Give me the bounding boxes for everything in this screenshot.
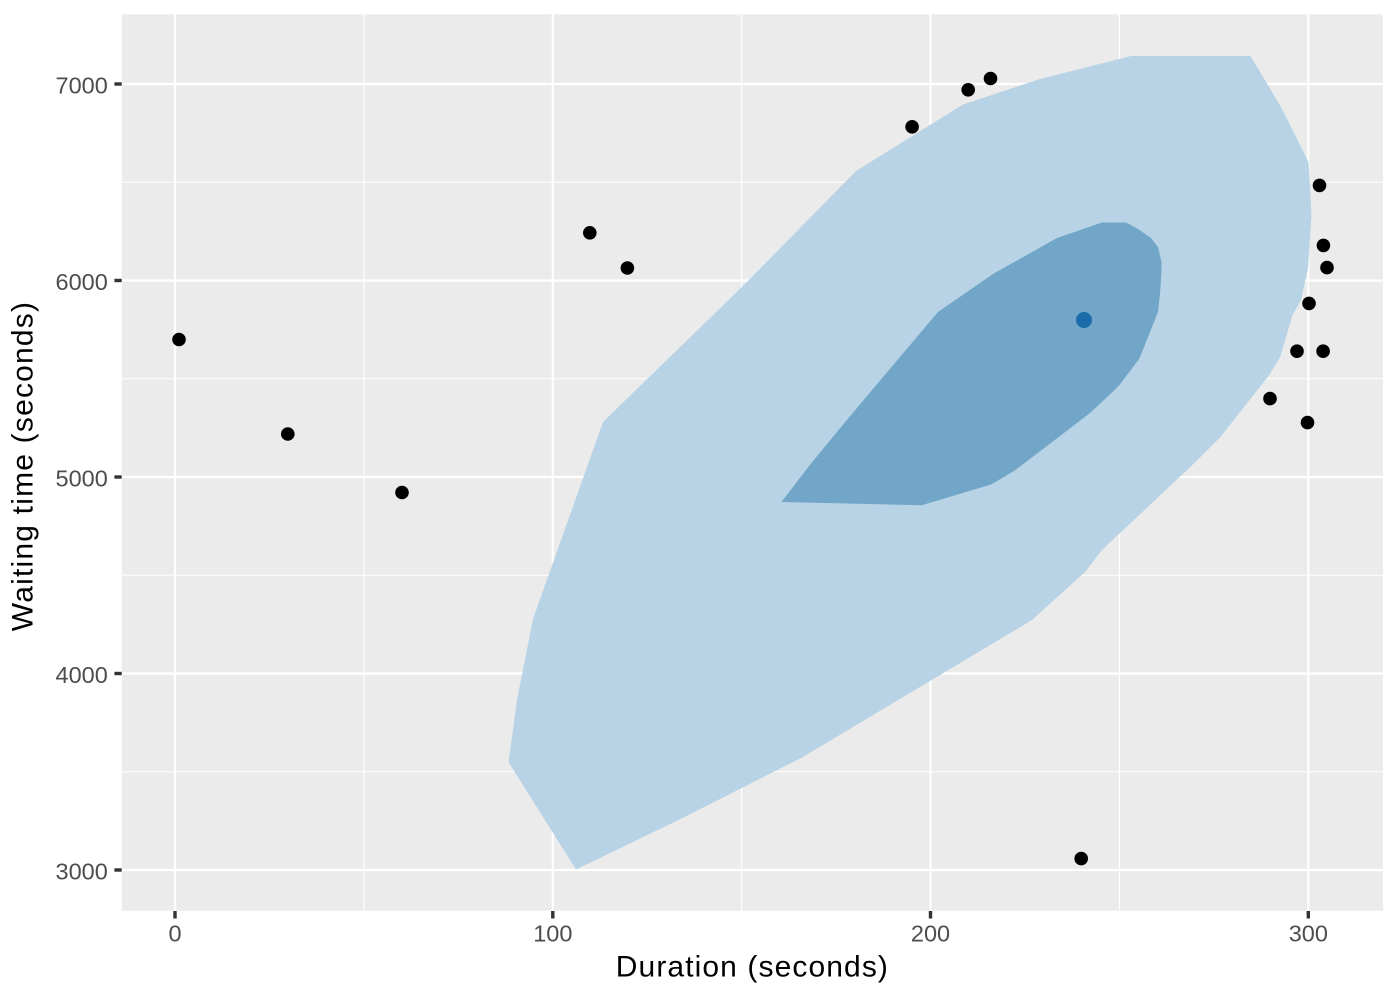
- svg-text:Duration (seconds): Duration (seconds): [616, 951, 889, 984]
- svg-text:Waiting time (seconds): Waiting time (seconds): [6, 301, 39, 631]
- svg-text:300: 300: [1289, 921, 1328, 947]
- svg-text:7000: 7000: [56, 72, 108, 98]
- svg-text:100: 100: [533, 921, 572, 947]
- svg-text:200: 200: [911, 921, 950, 947]
- svg-text:0: 0: [168, 921, 181, 947]
- svg-text:6000: 6000: [56, 269, 108, 295]
- svg-text:5000: 5000: [56, 465, 108, 491]
- svg-text:4000: 4000: [56, 662, 108, 688]
- svg-text:3000: 3000: [56, 858, 108, 884]
